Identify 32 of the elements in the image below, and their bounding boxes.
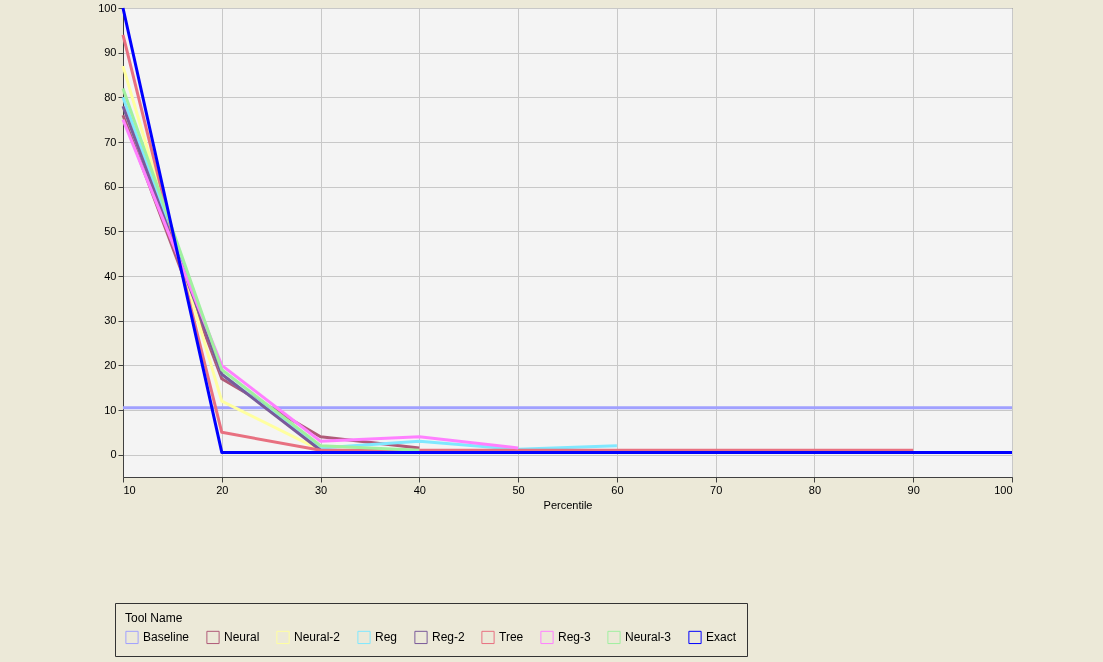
- x-tick-label: 90: [907, 483, 920, 496]
- x-tick-label: 20: [216, 483, 229, 496]
- y-tick-label: 10: [104, 403, 117, 416]
- legend-label: Exact: [706, 630, 737, 645]
- x-tick-label: 80: [808, 483, 822, 496]
- y-tick-label: 100: [98, 1, 117, 14]
- legend-label: Reg: [375, 630, 398, 645]
- x-tick-label: 70: [710, 483, 723, 496]
- x-axis-title: Percentile: [543, 498, 593, 511]
- legend-label: Baseline: [143, 630, 190, 645]
- y-tick-label: 60: [104, 180, 117, 193]
- y-tick-label: 0: [110, 448, 117, 461]
- legend-title: Tool Name: [125, 611, 183, 625]
- y-tick-label: 70: [104, 135, 117, 148]
- y-tick-label: 90: [104, 46, 117, 59]
- y-tick-label: 20: [104, 358, 117, 371]
- legend-label: Neural-2: [294, 630, 341, 645]
- y-tick-label: 30: [104, 314, 117, 327]
- x-tick-label: 100: [994, 483, 1013, 496]
- legend-label: Neural: [224, 630, 260, 645]
- legend-label: Neural-3: [625, 630, 672, 645]
- x-tick-label: 40: [413, 483, 426, 496]
- legend-label: Reg-2: [432, 630, 466, 645]
- legend-label: Tree: [499, 630, 524, 645]
- y-tick-label: 80: [104, 90, 117, 103]
- y-tick-label: 40: [104, 269, 117, 282]
- x-tick-label: 30: [314, 483, 328, 496]
- y-tick-label: 50: [104, 224, 117, 237]
- x-tick-label: 50: [512, 483, 525, 496]
- x-tick-label: 10: [123, 483, 136, 496]
- x-tick-label: 60: [611, 483, 624, 496]
- legend-label: Reg-3: [558, 630, 592, 645]
